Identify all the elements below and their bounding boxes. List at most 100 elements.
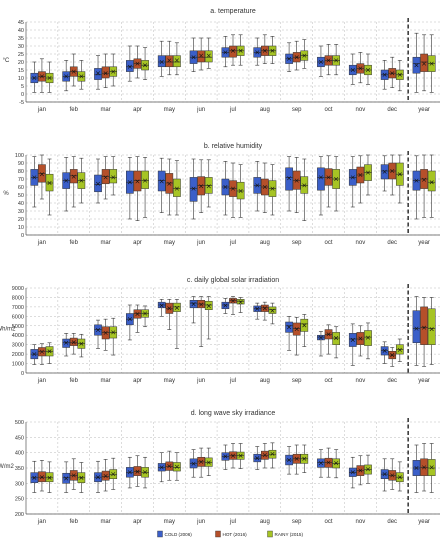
mean-marker [206,53,211,58]
x-tick-label-aug: aug [260,107,270,113]
box-body [427,308,436,345]
box-rainy-2015-oct [332,156,340,212]
box-hot-2016-nov [356,455,365,486]
y-tick-label: 0 [21,233,24,239]
x-tick-label-dec: dec [387,107,397,113]
x-tick-label-mar: mar [100,519,110,525]
mean-marker [382,169,387,174]
box-cold-2006-nov [348,156,357,208]
box-rainy-2015-year [427,297,436,365]
mean-marker [159,59,164,65]
mean-marker [422,61,427,66]
box-cold-2006-oct [317,449,325,478]
mean-marker [350,337,355,342]
box-hot-2016-feb [69,53,78,87]
x-tick-label-sep: sep [292,107,302,113]
mean-marker [238,300,243,305]
box-body [412,310,421,344]
box-cold-2006-feb [62,333,71,357]
box-cold-2006-mar [94,158,102,204]
box-body [204,300,213,310]
box-rainy-2015-sep [300,314,309,347]
mean-marker [199,459,204,464]
x-tick-label-oct: oct [325,107,333,113]
mean-marker [302,456,307,461]
y-tick-label: 20 [18,60,24,66]
x-tick-label-nov: nov [356,378,366,384]
mean-marker [414,465,419,471]
mean-marker [143,311,148,316]
x-tick-label-jul: jul [229,240,236,246]
y-tick-label: 10 [18,225,24,231]
box-rainy-2015-year [427,443,436,493]
box-cold-2006-jan [30,156,39,208]
x-tick-label-sep: sep [292,378,302,384]
mean-marker [39,172,44,177]
x-tick-label-nov: nov [356,519,366,525]
y-tick-label: 30 [18,209,24,215]
x-tick-label-nov: nov [356,240,366,246]
chart-title: a. temperature [210,8,256,15]
box-body [38,471,46,483]
y-tick-label: 200 [15,512,24,518]
mean-marker [174,186,179,191]
mean-marker [64,74,69,79]
box-body [62,338,71,348]
box-hot-2016-mar [101,459,110,492]
box-rainy-2015-jun [204,37,213,69]
box-body [141,170,149,189]
box-hot-2016-aug [260,34,269,64]
y-tick-label: 3000 [12,343,24,349]
y-axis-label: °C [3,58,10,64]
box-cold-2006-jul [221,161,230,216]
x-tick-label-apr: apr [133,519,142,525]
mean-marker [127,64,132,69]
mean-marker [167,181,172,186]
box-cold-2006-sep [285,316,293,351]
y-tick-label: 500 [15,420,24,426]
box-rainy-2015-oct [332,44,340,76]
box-cold-2006-dec [380,458,389,492]
x-tick-label-may: may [164,240,175,246]
box-rainy-2015-dec [395,154,404,204]
mean-marker [167,464,172,469]
box-hot-2016-aug [260,301,269,321]
x-tick-label-feb: feb [70,378,79,384]
mean-marker [350,175,355,180]
mean-marker [334,461,339,466]
mean-marker [199,302,204,307]
mean-marker [39,475,44,480]
box-rainy-2015-nov [364,454,372,484]
box-rainy-2015-mar [109,156,118,196]
mean-marker [47,180,52,186]
box-body [420,53,428,72]
y-tick-label: 10 [18,76,24,82]
mean-marker [79,74,84,79]
box-body [45,472,54,483]
box-body [229,45,237,58]
mean-marker [294,327,299,332]
box-rainy-2015-jan [45,342,54,364]
mean-marker [159,179,164,184]
box-rainy-2015-mar [109,457,118,490]
mean-marker [223,184,228,190]
box-cold-2006-jul [221,444,230,470]
box-hot-2016-may [165,40,174,76]
mean-marker [334,336,339,341]
box-hot-2016-mar [101,156,110,200]
y-tick-label: 4000 [12,333,24,339]
y-tick-label: 70 [18,177,24,183]
mean-marker [414,178,419,183]
mean-marker [111,472,116,477]
mean-marker [223,454,228,459]
box-cold-2006-jan [30,344,39,365]
mean-marker [135,61,140,66]
box-cold-2006-may [157,299,166,317]
x-tick-label-may: may [164,107,175,113]
box-rainy-2015-dec [395,60,404,92]
box-cold-2006-nov [348,53,357,85]
box-cold-2006-year [412,444,421,493]
box-cold-2006-jun [189,158,198,220]
mean-marker [255,50,260,55]
